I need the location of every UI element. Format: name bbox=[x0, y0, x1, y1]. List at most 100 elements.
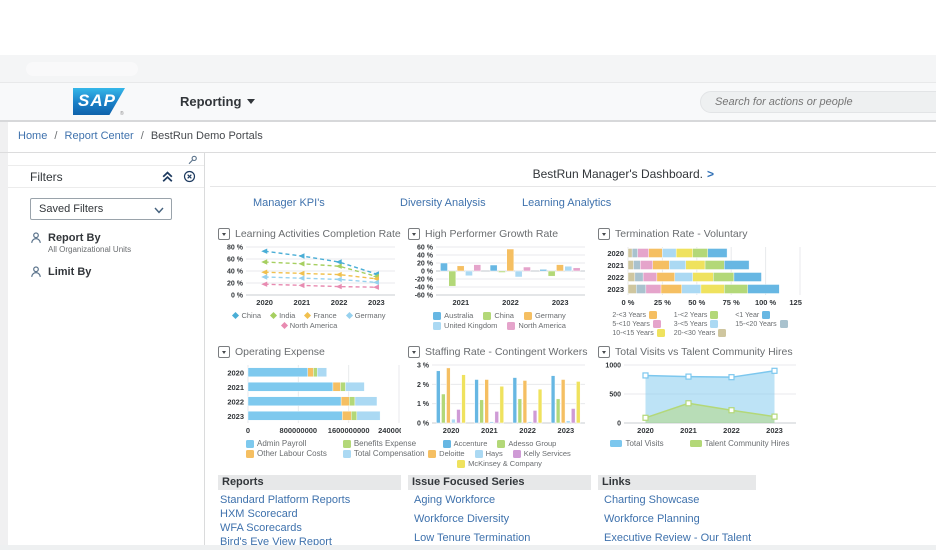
legend-item: Admin Payroll bbox=[246, 439, 327, 448]
collapse-panel-icon[interactable] bbox=[161, 170, 174, 183]
legend-item: Germany bbox=[523, 311, 566, 320]
tab-manager-kpis[interactable]: Manager KPI's bbox=[253, 197, 325, 209]
chart-tile-staffing-rate: Staffing Rate - Contingent Workers 0 % 1 … bbox=[408, 345, 591, 468]
link-workforce-planning[interactable]: Workforce Planning bbox=[604, 513, 700, 525]
pin-icon[interactable] bbox=[187, 155, 198, 166]
chart-menu-icon[interactable] bbox=[598, 228, 610, 240]
chart-legend: Admin Payroll Benefits Expense Other Labou… bbox=[218, 439, 425, 458]
breadcrumb-separator: / bbox=[140, 130, 144, 142]
saved-filters-value: Saved Filters bbox=[39, 203, 104, 215]
svg-text:0 %: 0 % bbox=[421, 269, 434, 276]
legend-item: 5-<10 Years bbox=[612, 320, 664, 328]
link-aging-workforce[interactable]: Aging Workforce bbox=[414, 494, 496, 506]
chart-legend: China India France Germany North America bbox=[218, 311, 401, 330]
legend-item: Hays bbox=[474, 449, 503, 458]
svg-text:125 %: 125 % bbox=[789, 298, 802, 307]
chart-canvas-staffing-rate: 0 % 1 % 2 % 3 % 2020 2021 2022 2023 bbox=[408, 362, 591, 436]
person-icon bbox=[31, 232, 41, 244]
legend-item: France bbox=[304, 311, 337, 320]
svg-text:100 %: 100 % bbox=[755, 298, 777, 307]
chart-tile-total-visits: Total Visits vs Talent Community Hires 0… bbox=[598, 345, 802, 448]
breadcrumb-home[interactable]: Home bbox=[18, 130, 48, 142]
svg-text:20 %: 20 % bbox=[227, 281, 244, 288]
chart-title: Staffing Rate - Contingent Workers bbox=[425, 346, 588, 358]
legend-item: North America bbox=[507, 321, 566, 330]
dashboard-title-link[interactable]: BestRun Manager's Dashboard. > bbox=[533, 167, 714, 181]
section-header: Issue Focused Series bbox=[408, 475, 591, 490]
svg-text:2021: 2021 bbox=[227, 383, 244, 392]
legend-item: 2-<3 Years bbox=[612, 311, 664, 319]
tab-diversity-analysis[interactable]: Diversity Analysis bbox=[400, 197, 486, 209]
svg-text:-60 %: -60 % bbox=[415, 293, 434, 300]
legend-item: Benefits Expense bbox=[342, 439, 425, 448]
svg-text:2020: 2020 bbox=[607, 249, 624, 258]
chart-title: High Performer Growth Rate bbox=[425, 228, 559, 240]
svg-text:60 %: 60 % bbox=[417, 245, 434, 252]
chart-menu-icon[interactable] bbox=[408, 346, 420, 358]
shell-header: SAP ® Reporting bbox=[0, 83, 936, 122]
registered-mark: ® bbox=[120, 111, 124, 117]
chart-canvas-learning-activities: 0 % 20 % 40 % 60 % 80 % 2020 2021 2022 2023 bbox=[218, 244, 401, 308]
report-by-filter[interactable]: Report By All Organizational Units bbox=[30, 232, 204, 254]
svg-text:0 %: 0 % bbox=[622, 298, 635, 307]
link-low-tenure-termination[interactable]: Low Tenure Termination bbox=[414, 532, 531, 544]
reporting-menu-label: Reporting bbox=[180, 94, 242, 109]
chart-legend: Total Visits Talent Community Hires bbox=[598, 439, 802, 448]
legend-item: Other Labour Costs bbox=[246, 449, 327, 458]
svg-text:2023: 2023 bbox=[552, 298, 569, 307]
section-issue-focused-series: Issue Focused Series Aging Workforce Wor… bbox=[408, 475, 591, 550]
clear-filters-icon[interactable] bbox=[183, 170, 196, 183]
svg-text:2022: 2022 bbox=[331, 298, 348, 307]
breadcrumb-separator: / bbox=[54, 130, 58, 142]
chart-legend: 2-<3 Years 1-<2 Years <1 Year 5-<10 Years 3-… bbox=[598, 311, 802, 337]
filters-title: Filters bbox=[30, 170, 63, 184]
link-hxm-scorecard[interactable]: HXM Scorecard bbox=[220, 508, 298, 520]
chart-menu-icon[interactable] bbox=[218, 228, 230, 240]
chart-tile-high-performer: High Performer Growth Rate 60 % 40 % 20 % 0… bbox=[408, 227, 591, 330]
chart-menu-icon[interactable] bbox=[218, 346, 230, 358]
chart-canvas-operating-expense: 0 800000000 1600000000 2400000000 2020 2021 20… bbox=[218, 362, 420, 436]
svg-text:0: 0 bbox=[246, 426, 250, 435]
svg-text:-40 %: -40 % bbox=[415, 285, 434, 292]
link-standard-platform-reports[interactable]: Standard Platform Reports bbox=[220, 494, 351, 506]
search-input[interactable] bbox=[700, 91, 936, 113]
chart-menu-icon[interactable] bbox=[598, 346, 610, 358]
link-workforce-diversity[interactable]: Workforce Diversity bbox=[414, 513, 510, 525]
svg-text:40 %: 40 % bbox=[417, 253, 434, 260]
section-reports: Reports Standard Platform Reports HXM Sc… bbox=[218, 475, 401, 550]
panel-pin-strip bbox=[8, 153, 204, 166]
tab-learning-analytics[interactable]: Learning Analytics bbox=[522, 197, 612, 209]
chart-title: Termination Rate - Voluntary bbox=[615, 228, 748, 240]
legend-item: 1-<2 Years bbox=[674, 311, 726, 319]
limit-by-filter[interactable]: Limit By bbox=[30, 266, 204, 278]
svg-text:2021: 2021 bbox=[294, 298, 311, 307]
section-header: Reports bbox=[218, 475, 401, 490]
link-wfa-scorecards[interactable]: WFA Scorecards bbox=[220, 522, 302, 534]
svg-text:25 %: 25 % bbox=[654, 298, 671, 307]
legend-item: Talent Community Hires bbox=[689, 439, 790, 448]
svg-text:2020: 2020 bbox=[227, 368, 244, 377]
title-divider bbox=[210, 186, 936, 187]
legend-item: 15-<20 Years bbox=[735, 320, 788, 328]
chart-title: Operating Expense bbox=[235, 346, 325, 358]
sap-logo: SAP bbox=[73, 88, 125, 115]
svg-text:2023: 2023 bbox=[766, 426, 783, 435]
chart-tile-termination-rate: Termination Rate - Voluntary 0 % 25 % 50 %… bbox=[598, 227, 811, 337]
breadcrumb-report-center[interactable]: Report Center bbox=[64, 130, 134, 142]
dashboard-main: BestRun Manager's Dashboard. > Manager KP… bbox=[210, 153, 936, 550]
svg-text:2021: 2021 bbox=[680, 426, 697, 435]
svg-text:2022: 2022 bbox=[519, 426, 536, 435]
svg-text:2400000000: 2400000000 bbox=[378, 426, 401, 435]
breadcrumb-current: BestRun Demo Portals bbox=[150, 130, 263, 142]
legend-item: McKinsey & Company bbox=[457, 459, 542, 468]
reporting-menu[interactable]: Reporting bbox=[180, 94, 256, 109]
saved-filters-select[interactable]: Saved Filters bbox=[30, 198, 172, 220]
dashboard-tabs: Manager KPI's Diversity Analysis Learnin… bbox=[210, 197, 936, 213]
legend-item: 3-<5 Years bbox=[674, 320, 726, 328]
chart-menu-icon[interactable] bbox=[408, 228, 420, 240]
svg-text:0: 0 bbox=[617, 421, 621, 428]
chart-tile-learning-activities: Learning Activities Completion Rate 0 % 2… bbox=[218, 227, 401, 330]
link-charting-showcase[interactable]: Charting Showcase bbox=[604, 494, 700, 506]
svg-text:2021: 2021 bbox=[481, 426, 498, 435]
chart-canvas-high-performer: 60 % 40 % 20 % 0 % -20 % -40 % -60 % 2021 2022 20… bbox=[408, 244, 591, 308]
